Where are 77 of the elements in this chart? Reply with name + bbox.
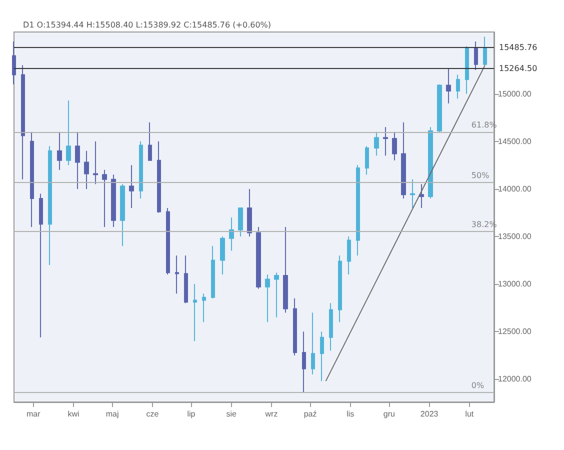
- candlestick: [401, 122, 406, 199]
- candlestick: [274, 272, 279, 318]
- candlestick: [21, 64, 25, 180]
- candlestick: [129, 164, 134, 208]
- candlestick: [139, 140, 143, 199]
- candlestick: [256, 226, 261, 290]
- candlestick: [365, 146, 369, 176]
- x-tick-label: sie: [226, 410, 238, 418]
- candlestick: [302, 331, 306, 393]
- x-tick-label: 2023: [420, 410, 439, 418]
- candlestick: [157, 140, 161, 214]
- candlestick: [229, 216, 234, 252]
- candlestick: [374, 131, 379, 156]
- candlestick: [66, 100, 71, 166]
- x-tick-label: lip: [187, 410, 196, 418]
- candlestick: [410, 178, 415, 208]
- candlestick: [111, 174, 116, 228]
- y-tick-label: 13500.00: [498, 232, 532, 241]
- candlestick: [329, 302, 333, 352]
- candlestick: [120, 184, 125, 247]
- y-tick-label: 12500.00: [498, 327, 532, 336]
- x-tick-label: wrz: [264, 410, 278, 418]
- x-tick-label: mar: [26, 410, 41, 418]
- candlestick: [57, 131, 62, 170]
- candlestick: [166, 207, 170, 276]
- candlestick: [356, 164, 360, 256]
- candlestick: [75, 131, 80, 190]
- candlestick: [12, 41, 16, 85]
- candlestick: [383, 126, 388, 156]
- x-tick-label: kwi: [68, 410, 80, 418]
- candlestick: [392, 131, 397, 161]
- candlestick: [311, 312, 315, 375]
- candlestick: [456, 74, 460, 100]
- candlestick: [465, 46, 469, 94]
- annotation: 50%: [471, 170, 490, 180]
- candlestick: [247, 188, 252, 237]
- annotation: 0%: [471, 380, 485, 390]
- candlestick: [193, 284, 197, 342]
- y-tick-label: 13000.00: [498, 280, 532, 289]
- candlestick: [48, 146, 52, 266]
- y-tick-label: 12000.00: [498, 374, 532, 384]
- candlestick: [202, 293, 206, 323]
- x-tick-label: lis: [346, 410, 354, 418]
- candlestick: [102, 169, 107, 228]
- candlestick: [437, 84, 442, 132]
- candlestick: [30, 131, 34, 228]
- candlestick: [483, 36, 487, 66]
- x-tick-label: gru: [383, 410, 395, 418]
- candlestick: [184, 255, 188, 304]
- y-tick-label: 14500.00: [498, 136, 532, 146]
- candlestick: [283, 226, 288, 314]
- candlestick: [347, 236, 351, 276]
- x-tick-label: maj: [106, 410, 119, 418]
- candlestick: [320, 331, 324, 382]
- y-tick-label: 14000.00: [498, 184, 532, 194]
- candlestick: [238, 207, 243, 237]
- candlestick: [175, 255, 179, 294]
- candlestick: [446, 68, 451, 104]
- x-tick-label: paź: [304, 410, 317, 418]
- candlestick: [93, 140, 98, 185]
- candlestick: [419, 184, 424, 208]
- candlestick: [148, 122, 152, 161]
- candlestick: [220, 236, 225, 276]
- x-tick-label: cze: [146, 410, 160, 418]
- candlestick: [84, 150, 89, 190]
- candlestick: [474, 41, 478, 71]
- ref-line-label: 15264.50: [499, 64, 538, 74]
- chart-title: D1 O:15394.44 H:15508.40 L:15389.92 C:15485.76 (+0.60%): [23, 20, 272, 30]
- candlestick: [211, 246, 215, 299]
- y-tick-label: 15000.00: [498, 89, 532, 98]
- x-tick-label: lut: [465, 410, 474, 418]
- candlestick: [265, 274, 270, 323]
- candlestick: [293, 298, 297, 356]
- candlestick: [39, 193, 43, 338]
- ref-line-label: 15485.76: [499, 43, 538, 52]
- candlestick: [428, 126, 433, 199]
- candlestick: [338, 255, 342, 323]
